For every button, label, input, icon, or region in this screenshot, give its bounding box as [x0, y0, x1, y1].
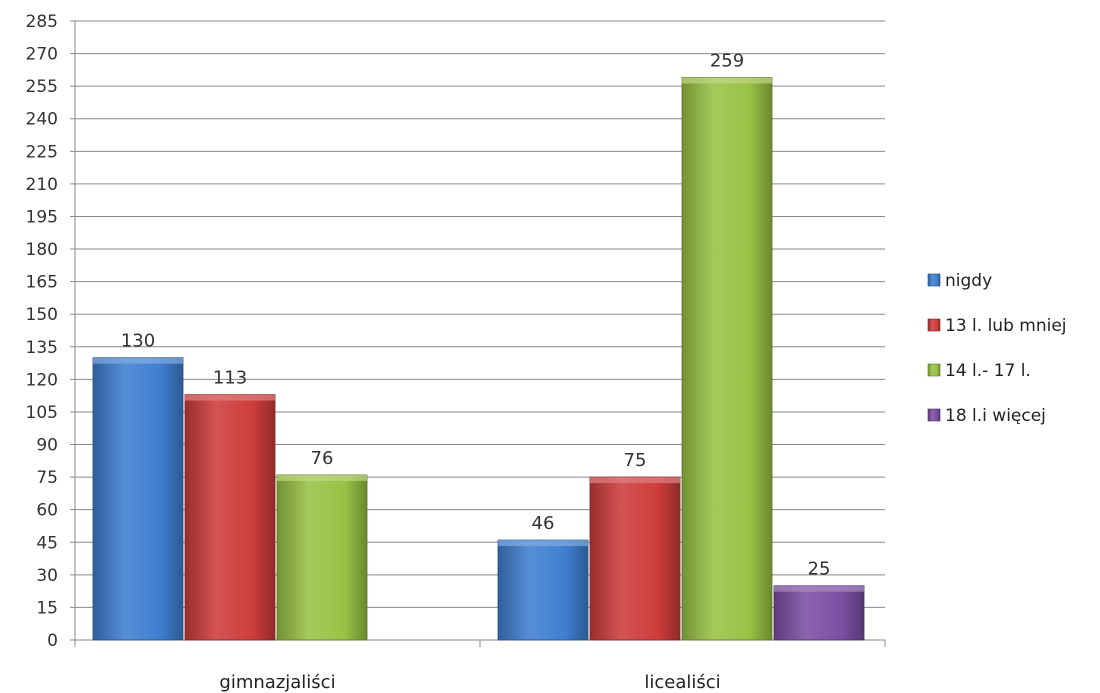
y-tick-label: 75	[36, 468, 58, 488]
y-tick-label: 225	[26, 142, 58, 162]
axes: 0 15 30 45 60 75 90 105 120 135 150 165 180 195 210 225…	[26, 12, 886, 693]
x-category-label: gimnazjaliści	[219, 672, 335, 693]
data-labels: 130 113 76 46 75 259 25	[121, 50, 831, 579]
bar-highlight	[277, 474, 367, 481]
y-tick-label: 180	[26, 240, 58, 260]
bar-nigdy-0	[92, 357, 184, 641]
y-tick-label: 90	[36, 436, 58, 456]
data-label: 130	[121, 331, 155, 352]
legend-label: 14 l.- 17 l.	[945, 361, 1031, 381]
data-label: 113	[213, 368, 247, 389]
bar-highlight	[590, 477, 680, 484]
legend-swatch	[927, 273, 941, 287]
y-tick-label: 45	[36, 533, 58, 553]
bars	[92, 77, 865, 641]
data-label: 259	[710, 50, 744, 71]
legend-label: nigdy	[945, 271, 992, 291]
bar-13-l-lub-mniej-0	[184, 394, 276, 641]
bar-highlight	[682, 77, 772, 84]
legend: nigdy 13 l. lub mniej 14 l.- 17 l. 18 l.i w…	[927, 271, 1067, 426]
data-label: 46	[532, 513, 555, 534]
bar-14-l-17-l--0	[276, 474, 368, 641]
data-label: 25	[808, 559, 831, 580]
y-tick-label: 270	[26, 45, 58, 65]
y-tick-label: 255	[26, 77, 58, 97]
y-tick-label: 105	[26, 403, 58, 423]
legend-swatch	[927, 318, 941, 332]
y-tick-label: 30	[36, 566, 58, 586]
y-tick-label: 285	[26, 12, 58, 32]
bar-highlight	[93, 357, 183, 364]
bar-18-l-i-wi-cej-1	[773, 585, 865, 641]
y-tick-label: 240	[26, 110, 58, 130]
y-tick-label: 165	[26, 273, 58, 293]
bar-highlight	[185, 394, 275, 401]
bar-highlight	[774, 585, 864, 592]
y-tick-label: 120	[26, 370, 58, 390]
legend-swatch	[927, 363, 941, 377]
x-category-label: licealiści	[644, 672, 720, 693]
legend-swatch	[927, 408, 941, 422]
y-tick-label: 210	[26, 175, 58, 195]
bar-highlight	[498, 540, 588, 547]
y-tick-label: 60	[36, 501, 58, 521]
y-tick-label: 150	[26, 305, 58, 325]
y-tick-label: 0	[47, 631, 58, 651]
bar-nigdy-1	[497, 539, 589, 641]
bar-13-l-lub-mniej-1	[589, 476, 681, 641]
y-tick-label: 135	[26, 338, 58, 358]
data-label: 76	[311, 448, 334, 469]
data-label: 75	[624, 450, 647, 471]
legend-label: 13 l. lub mniej	[945, 316, 1067, 336]
bar-14-l-17-l--1	[681, 77, 773, 641]
legend-label: 18 l.i więcej	[945, 406, 1046, 426]
y-tick-label: 195	[26, 207, 58, 227]
y-tick-label: 15	[36, 598, 58, 618]
